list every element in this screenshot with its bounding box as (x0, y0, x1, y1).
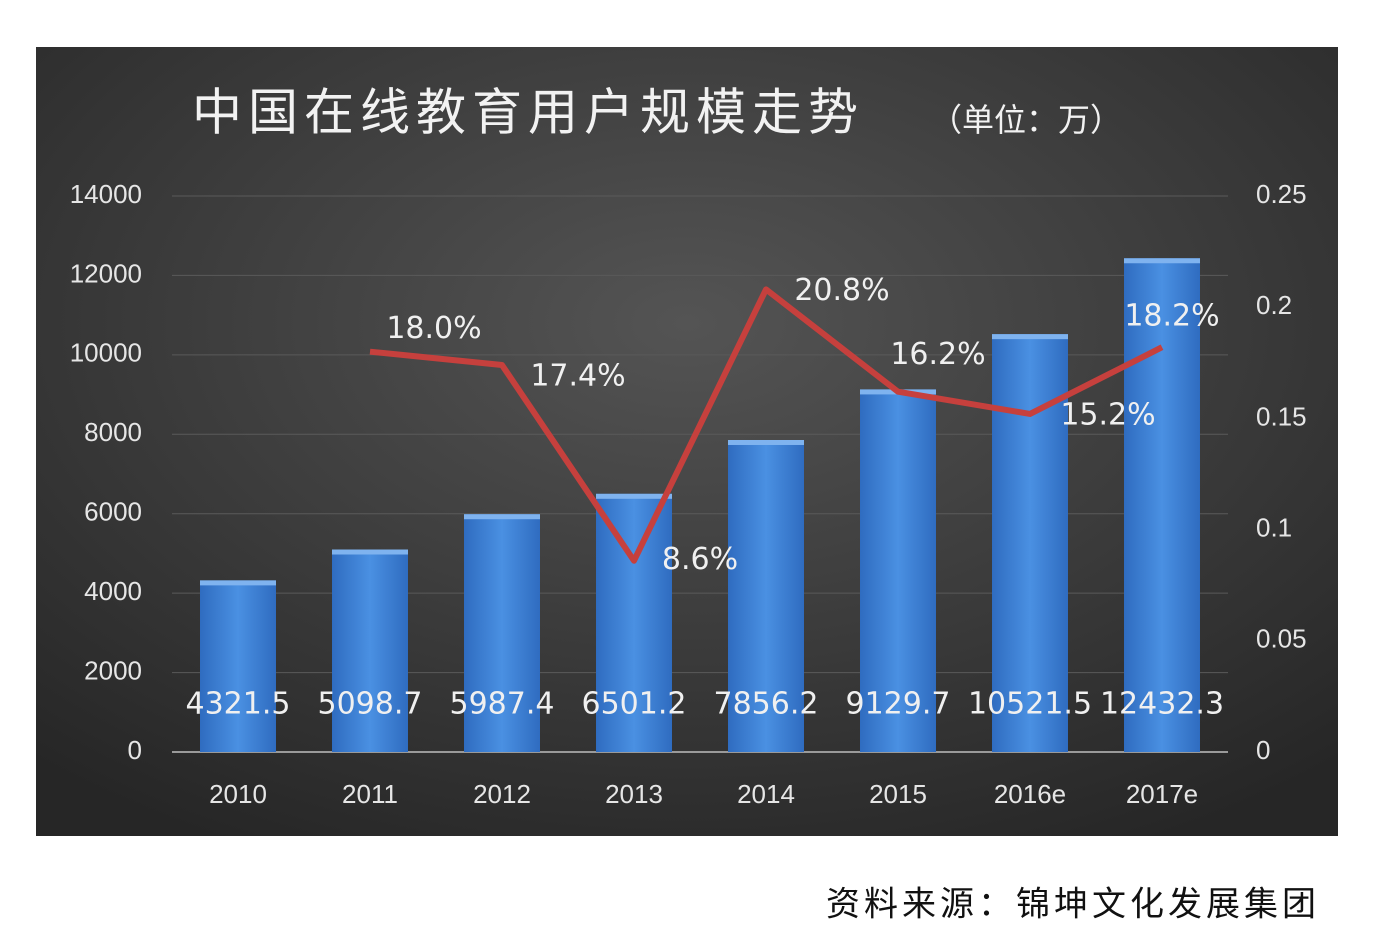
y-tick-label: 2000 (84, 655, 142, 685)
bar (332, 549, 408, 752)
value-label: 7856.2 (714, 687, 819, 722)
bar-cap (992, 334, 1068, 340)
y-tick-label: 4000 (84, 576, 142, 606)
value-label: 12432.3 (1100, 687, 1224, 722)
x-tick-label: 2010 (209, 779, 267, 809)
value-label: 5987.4 (450, 687, 555, 722)
source-note: 资料来源：锦坤文化发展集团 (826, 885, 1320, 925)
y-tick-label: 10000 (70, 338, 142, 368)
y2-tick-label: 0.25 (1256, 179, 1307, 209)
line-value-label: 18.0% (386, 311, 481, 346)
bar (728, 439, 804, 752)
y2-tick-label: 0.15 (1256, 401, 1307, 431)
value-label: 10521.5 (968, 687, 1092, 722)
line (369, 286, 1164, 564)
line-value-label: 18.2% (1124, 299, 1219, 334)
y2-tick-label: 0.2 (1256, 290, 1292, 320)
bar-cap (200, 580, 276, 586)
y2-tick-label: 0.1 (1256, 512, 1292, 542)
bar (200, 580, 276, 752)
bar (1124, 258, 1200, 752)
y-tick-label: 8000 (84, 417, 142, 447)
x-tick-label: 2016e (994, 779, 1066, 809)
bar-cap (464, 514, 540, 520)
x-tick-label: 2015 (869, 779, 927, 809)
y-tick-label: 6000 (84, 497, 142, 527)
chart-subtitle: （单位：万） (930, 101, 1122, 139)
bar-cap (596, 493, 672, 499)
y-tick-label: 0 (128, 735, 142, 765)
bar-cap (728, 439, 804, 445)
bar (596, 493, 672, 752)
line-value-label: 8.6% (662, 542, 738, 577)
value-label: 5098.7 (318, 687, 423, 722)
x-tick-label: 2014 (737, 779, 795, 809)
bar-cap (1124, 258, 1200, 264)
chart-title: 中国在线教育用户规模走势 (192, 84, 864, 142)
x-tick-label: 2013 (605, 779, 663, 809)
line-value-label: 17.4% (530, 359, 625, 394)
bar (464, 514, 540, 752)
value-label: 9129.7 (846, 687, 951, 722)
value-label: 6501.2 (582, 687, 687, 722)
line-value-label: 20.8% (794, 273, 889, 308)
y-tick-label: 12000 (70, 258, 142, 288)
x-tick-label: 2017e (1126, 779, 1198, 809)
y-tick-label: 14000 (70, 179, 142, 209)
y2-tick-label: 0 (1256, 735, 1270, 765)
y2-tick-label: 0.05 (1256, 624, 1307, 654)
value-label: 4321.5 (186, 687, 291, 722)
x-tick-label: 2011 (342, 779, 398, 809)
bar-cap (332, 549, 408, 555)
bar (860, 389, 936, 752)
line-value-label: 16.2% (890, 337, 985, 372)
x-tick-label: 2012 (473, 779, 531, 809)
line-value-label: 15.2% (1060, 397, 1155, 432)
